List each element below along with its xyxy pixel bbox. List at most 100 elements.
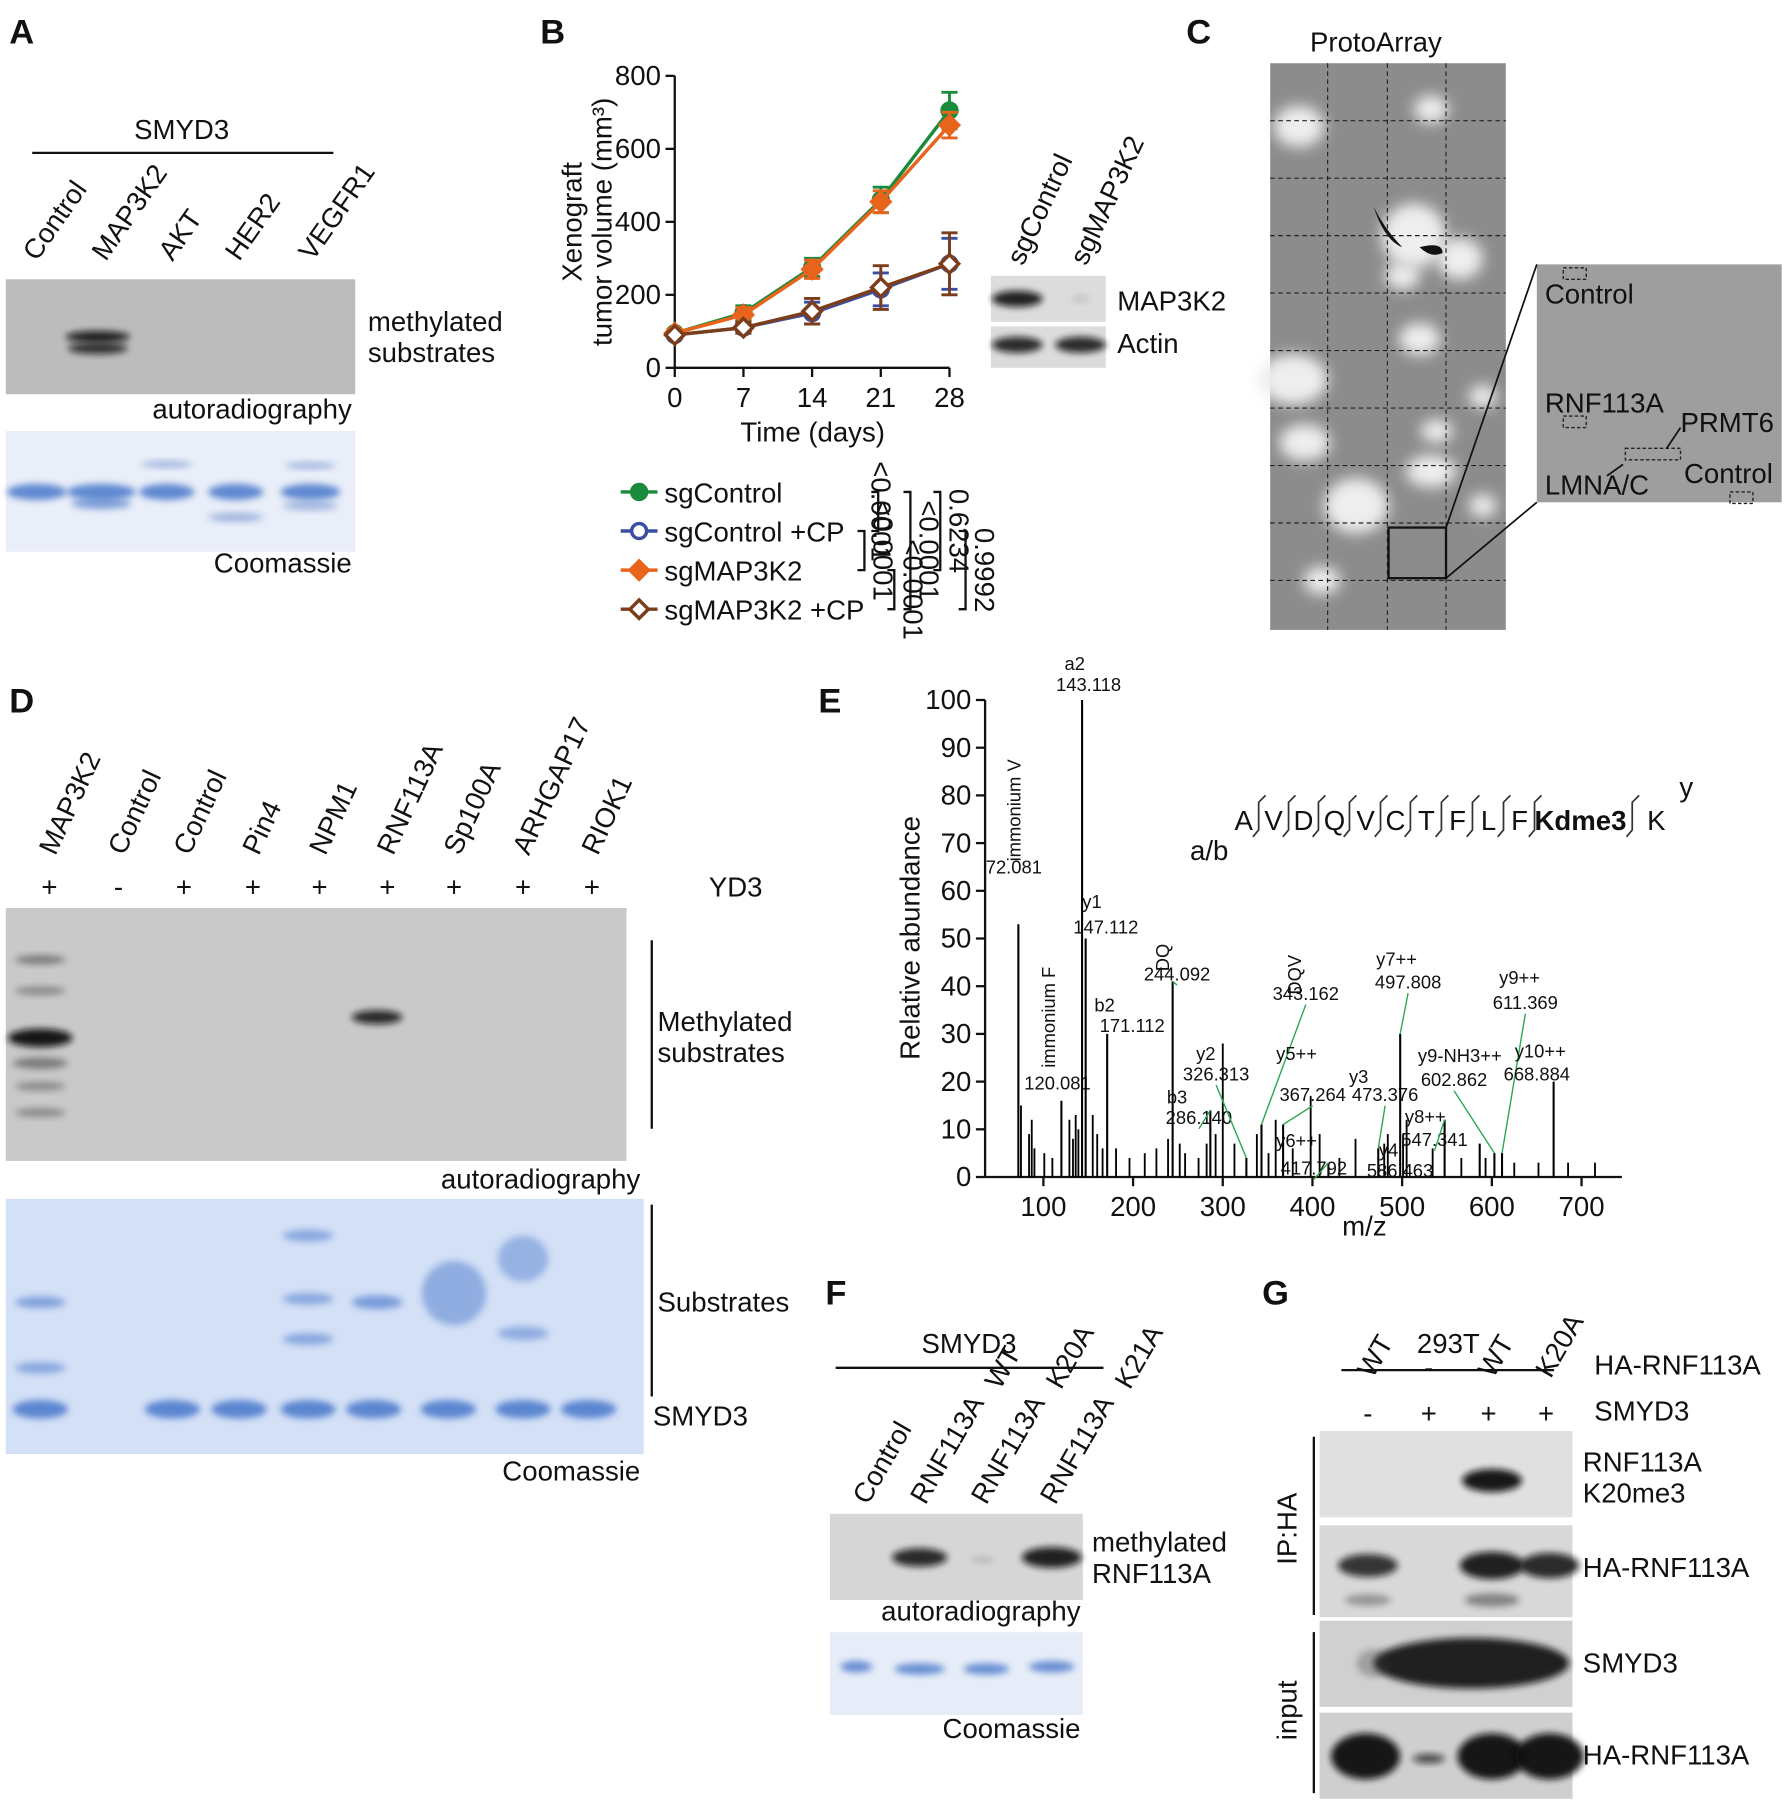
band [1055, 336, 1106, 353]
x-tick-label: 300 [1200, 1191, 1246, 1222]
blot-label: Methylated [658, 1006, 793, 1037]
y-axis-title: Xenograft [557, 162, 588, 282]
ion-label: b3 [1167, 1086, 1187, 1107]
band [894, 1663, 945, 1675]
y-tick-label: 0 [956, 1161, 971, 1192]
panel-letter: C [1186, 14, 1211, 52]
ion-series: y [1679, 772, 1693, 803]
peak-label: 326.313 [1183, 1063, 1249, 1084]
ion-label: b2 [1094, 994, 1114, 1015]
peak-label: 343.162 [1273, 983, 1339, 1004]
band [1459, 1551, 1525, 1580]
lane-label: Control [167, 765, 233, 859]
band [66, 483, 136, 500]
band [211, 1400, 267, 1419]
band [420, 1400, 476, 1419]
band [1331, 1733, 1401, 1780]
peak-label: 72.081 [986, 857, 1042, 878]
blob [1385, 262, 1420, 290]
panel-letter: B [540, 14, 565, 52]
residue: V [1264, 805, 1283, 836]
band [282, 1293, 334, 1305]
blot-label: HA-RNF113A [1583, 1552, 1750, 1583]
fragment-mark [1403, 794, 1418, 838]
residue: D [1294, 805, 1314, 836]
band [1337, 1554, 1398, 1578]
bracket [871, 490, 880, 533]
residue: L [1481, 805, 1496, 836]
ion-label: y10++ [1515, 1040, 1566, 1061]
marker [800, 299, 824, 323]
blot-label: methylated [368, 306, 503, 337]
blot-label: methylated [1092, 1527, 1227, 1558]
band [1356, 1649, 1391, 1678]
x-tick-label: 0 [667, 382, 682, 413]
spot-label: Control [1545, 278, 1634, 309]
band [421, 1260, 487, 1326]
gel [5, 279, 356, 395]
leader [1377, 1105, 1386, 1149]
fragment-mark [1528, 794, 1543, 838]
row-label: HA-RNF113A [1594, 1350, 1761, 1381]
treatment-sign: + [245, 872, 261, 903]
blob [1420, 419, 1453, 443]
group-label: IP:HA [1272, 1492, 1303, 1565]
p-value: <0.0001 [914, 500, 945, 600]
ion-label: immonium V [1004, 759, 1025, 862]
lane-label: Sp100A [437, 756, 507, 859]
ion-label: y2 [1196, 1043, 1215, 1064]
treatment-sign: + [584, 872, 600, 903]
leader [1215, 1084, 1248, 1159]
y-tick-label: 60 [941, 875, 972, 906]
blob [1258, 354, 1328, 405]
ion-label: y1 [1082, 891, 1101, 912]
band [282, 1229, 334, 1242]
leader [1433, 1119, 1446, 1151]
band [6, 483, 67, 500]
band [1071, 295, 1090, 303]
spot-label: PRMT6 [1681, 407, 1774, 438]
x-tick-label: 100 [1020, 1191, 1066, 1222]
band [208, 512, 264, 522]
peak-label: 417.792 [1281, 1158, 1347, 1179]
caption: autoradiography [152, 393, 352, 424]
treatment-sign: - [1363, 1398, 1372, 1429]
caption: Coomassie [943, 1713, 1081, 1744]
marker [869, 275, 893, 300]
lane-label: AKT [152, 204, 208, 266]
blob [1469, 494, 1497, 518]
lane-variant: K20A [1039, 1319, 1100, 1393]
band [892, 1548, 948, 1567]
caption: Coomassie [502, 1455, 640, 1486]
band [560, 1400, 617, 1419]
caption: autoradiography [881, 1596, 1081, 1627]
marker [800, 257, 824, 281]
legend-marker [629, 482, 649, 502]
band [280, 483, 341, 500]
peak-label: 473.376 [1352, 1084, 1418, 1105]
peak-label: 611.369 [1493, 992, 1558, 1013]
band [12, 1400, 68, 1419]
x-axis-title: m/z [1342, 1211, 1386, 1242]
band [144, 1400, 201, 1419]
fragment-mark [1625, 794, 1640, 838]
blob [1469, 385, 1497, 409]
fragment-mark [1466, 794, 1480, 838]
spot-label: Control [1684, 458, 1773, 489]
blob [1398, 322, 1441, 356]
peak-label: 586.463 [1367, 1160, 1433, 1181]
y-tick-label: 80 [941, 780, 972, 811]
peak-label: 497.808 [1375, 972, 1441, 993]
x-tick-label: 200 [1110, 1191, 1156, 1222]
bracket [958, 529, 967, 611]
treatment-sign: + [176, 872, 192, 903]
y-axis-title: Relative abundance [895, 816, 926, 1060]
gel [829, 1632, 1083, 1715]
treatment-sign: + [446, 872, 462, 903]
band [840, 1660, 873, 1673]
fragment-mark [1374, 794, 1389, 838]
blot-label: K20me3 [1583, 1477, 1686, 1508]
legend-label: sgMAP3K2 [664, 555, 802, 586]
p-value: 0.9992 [969, 528, 1000, 612]
